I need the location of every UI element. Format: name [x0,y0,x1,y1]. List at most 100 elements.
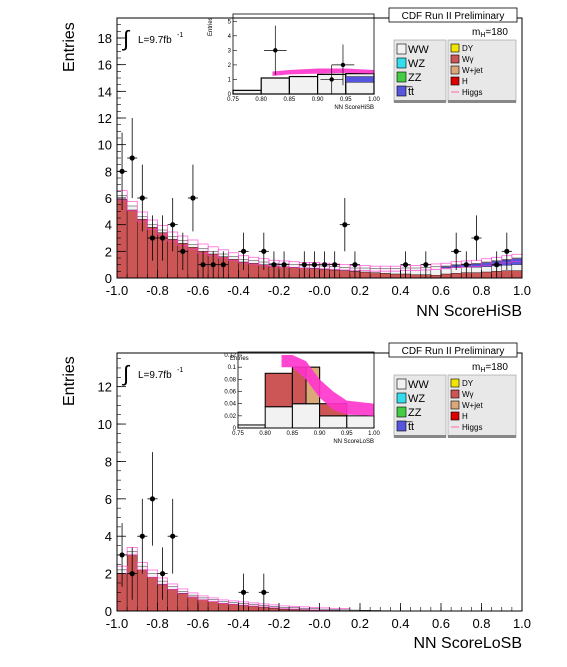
x-tick-label: -0.8 [146,616,168,631]
data-point [281,262,287,268]
data-point [504,248,510,254]
data-point [301,262,307,268]
inset-y-tick-label: 4 [228,34,232,40]
inset-x-tick-label: 0.95 [341,431,353,437]
inset-bin-tt [345,76,375,83]
band-bin [177,588,189,595]
legend-label: Wγ [462,390,474,399]
bkg-bin-wgamma [288,267,300,279]
y-tick-label: 8 [105,164,112,179]
legend-label: Higgs [462,88,482,97]
hisb-axes-ticks: -1.0 -0.8 -0.6 -0.4 -0.2 -0.0 0.2 0.4 0.6 0.8 1.00… [98,17,531,298]
legend-label: t̅t [405,86,414,98]
y-tick-label: 2 [105,244,112,259]
inset-data-point [273,48,278,53]
legend-swatch [396,85,407,97]
bkg-bin-wgamma [359,271,371,279]
bkg-bin-wgamma [471,272,482,279]
inset-y-tick-label: 1 [228,77,232,83]
inset-y-tick-label: 0.02 [224,414,236,420]
losb-x-axis-label: NN ScoreLoSB [414,635,523,652]
y-tick-label: 12 [98,111,112,126]
y-tick-label: 10 [98,417,112,432]
inset-y-tick-label: 0.08 [224,377,236,383]
legend-label: H [462,77,468,86]
hisb-inset-frame [232,13,375,95]
bkg-bin-tt [440,266,452,269]
inset-x-tick-label: 0.80 [255,97,267,103]
hisb-y-axis-label: Entries [61,22,78,72]
inset-bin-ww [319,415,348,429]
data-point [210,262,216,268]
data-point [129,571,135,577]
inset-data-point [340,62,346,68]
x-tick-label: 1.0 [513,616,531,631]
data-point [170,222,176,228]
inset-bin-total [260,77,291,95]
inset-bin-ww [264,406,293,429]
hisb-mass-label: mH=180 [472,27,508,39]
x-tick-label: -0.0 [308,283,330,298]
y-tick-label: 18 [98,31,112,46]
data-point [180,248,186,254]
bkg-bin-wgamma [369,272,381,279]
bkg-bin-wgamma [228,259,239,279]
bkg-bin-wgamma [218,603,229,612]
losb-legend: WW WZ ZZ t̅t DY Wγ W+jet H Higgs [393,374,517,438]
integral-symbol: ∫ [121,361,131,386]
x-tick-label: -0.4 [227,283,249,298]
data-point [342,222,348,228]
data-point [220,262,226,268]
legend-label: WZ [408,58,425,70]
data-point [240,248,247,254]
x-tick-label: -0.2 [268,283,290,298]
legend-label: W+jet [462,401,483,410]
inset-x-tick-label: 0.95 [340,97,352,103]
bkg-bin-wgamma [339,270,351,279]
inset-bin-ww [291,403,321,429]
losb-data-points [117,452,269,611]
losb-inset-ylabel: Entries [230,356,249,362]
data-point [261,589,267,595]
x-tick-label: 1.0 [513,283,531,298]
x-tick-label: -0.4 [227,616,249,631]
x-tick-label: 0.4 [391,616,409,631]
inset-x-tick-label: 0.75 [227,97,239,103]
data-point [129,155,135,161]
data-point [352,262,358,268]
hisb-inset: Entries 0.75 0.80 0.85 0.90 0.95 1.00 0 1 2 3 4 5 N… [208,13,380,111]
inset-y-tick-label: 0.12 [224,353,236,359]
losb-inset-xlabel: NN ScoreLoSB [333,439,374,445]
y-tick-label: 8 [105,454,112,469]
inset-uncertainty-band [281,355,374,416]
data-point [453,248,459,254]
legend-label: t̅t [405,421,414,433]
inset-y-tick-label: 0 [228,92,232,98]
legend-swatch [450,43,460,53]
data-point [494,262,500,268]
y-tick-label: 12 [98,380,112,395]
x-tick-label: -1.0 [106,616,128,631]
bkg-bin-wgamma [511,270,523,279]
legend-swatch [396,57,407,69]
inset-bin-total [232,89,262,95]
y-tick-label: 16 [98,58,112,73]
data-point [149,496,156,502]
legend-label: ZZ [408,407,422,419]
legend-swatch [396,43,407,55]
legend-swatch [396,406,407,418]
hisb-lumi-exp: -1 [177,32,183,39]
hisb-inset-ylabel: Entries [208,17,214,36]
losb-inset: Entries 0.75 0.80 0.85 0.90 0.95 1.00 0 0.02 0.0… [224,351,380,445]
x-tick-label: 0.6 [432,283,450,298]
legend-swatch [396,378,407,390]
integral-symbol: ∫ [121,26,131,51]
band-bin [187,592,199,598]
y-tick-label: 2 [105,567,112,582]
bkg-bin-wgamma [481,271,492,279]
bkg-bin-wgamma [501,270,513,279]
losb-banner-text: CDF Run II Preliminary [402,346,505,357]
y-tick-label: 6 [105,191,112,206]
bkg-bin-tt [481,262,492,267]
data-point [170,533,176,539]
